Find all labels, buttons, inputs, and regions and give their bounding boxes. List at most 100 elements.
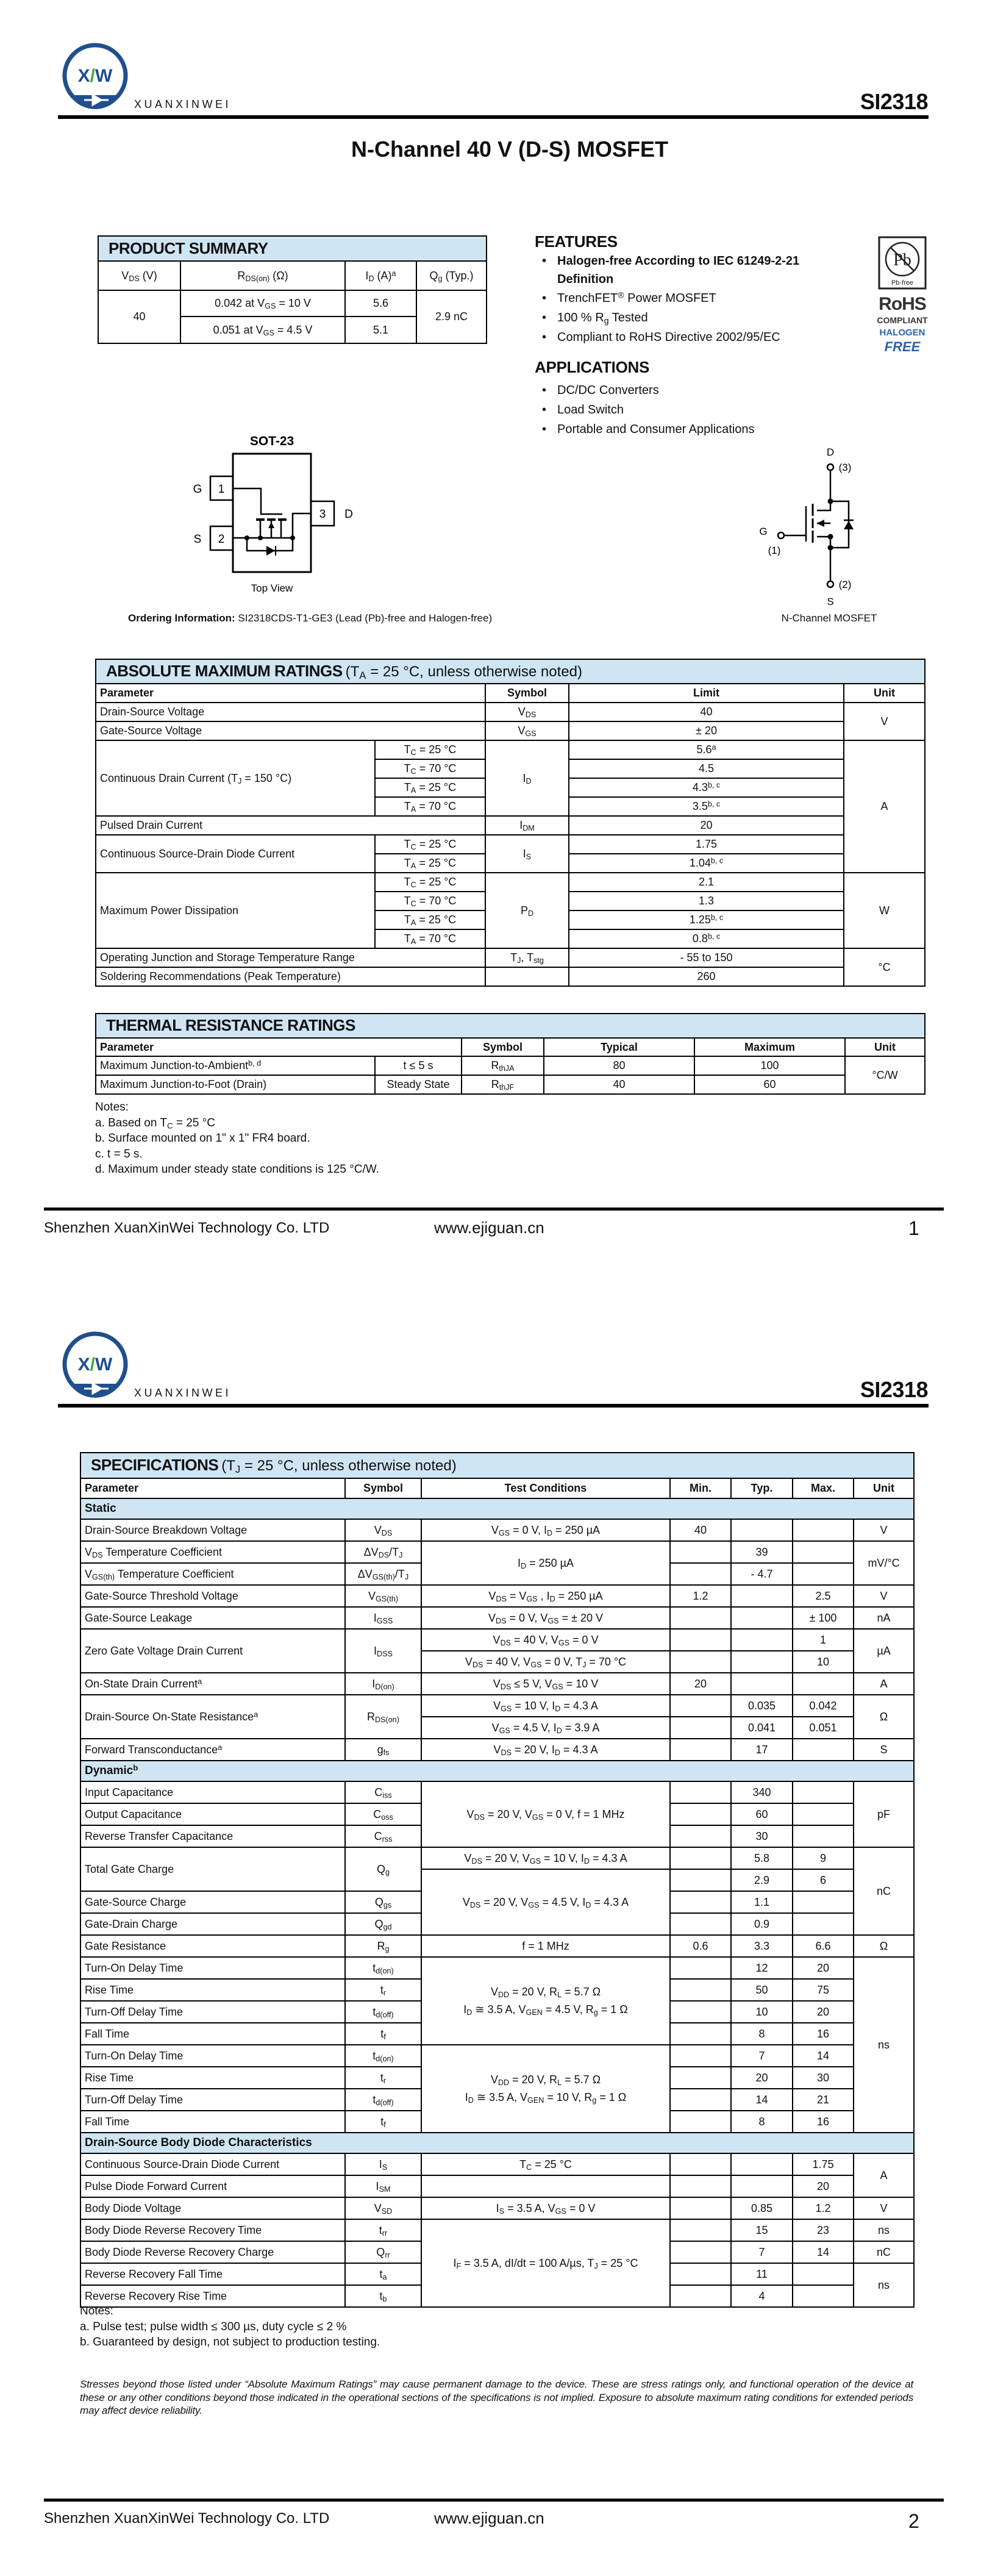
symbol-cell: VSD [344,2197,422,2220]
typ-cell [730,1628,793,1651]
param-cell: Rise Time [80,2066,346,2089]
min-cell: 1.2 [669,1584,732,1608]
note-item: b. Surface mounted on 1" x 1" FR4 board. [95,1132,310,1145]
symbol-cell: tb [344,2284,422,2308]
typ-cell [730,1606,793,1630]
limit-cell: 4.3b, c [568,778,844,798]
symbol-cell: tr [344,1978,422,2002]
limit-cell: - 55 to 150 [568,948,844,968]
typ-cell: 2.9 [730,1869,793,1892]
unit-cell: nC [852,1847,915,1936]
max-cell: 1 [792,1628,854,1651]
application-item: Load Switch [535,400,864,420]
param-cell: Turn-Off Delay Time [80,2000,346,2023]
mosfet-caption: N-Channel MOSFET [781,612,877,624]
cond-cell: VDS = 40 V, VGS = 0 V, TJ = 70 °C [421,1650,671,1673]
symbol-cell [485,967,569,987]
table-row: Gate-Source Charge Qgs 1.1 [80,1891,914,1914]
absolute-maximum-ratings-table: ABSOLUTE MAXIMUM RATINGS (TA = 25 °C, un… [95,659,926,987]
product-summary-title: PRODUCT SUMMARY [109,238,268,257]
table-row: Zero Gate Voltage Drain Current IDSS VDS =… [80,1628,915,1673]
table-row: Gate-Drain Charge Qgd 0.9 [80,1912,914,1936]
param-cell: Gate-Source Leakage [80,1606,346,1630]
max-cell: 21 [792,2088,854,2111]
symbol-cell: RthJA [461,1056,544,1076]
typ-cell: 340 [730,1781,793,1804]
symbol-cell: PD [485,872,569,949]
max-cell: 1.75 [792,2153,854,2176]
param-cell: Output Capacitance [80,1803,346,1826]
table-row: Pulse Diode Forward Current ISM 20 [80,2175,914,2198]
cond-cell: TA = 25 °C [374,910,486,930]
symbol-cell: td(on) [344,2044,422,2067]
symbol-cell: ID(on) [344,1672,422,1695]
min-cell: 0.6 [669,1934,732,1958]
table-row: Gate-Source Leakage IGSS VDS = 0 V, VGS = … [80,1606,915,1630]
header-parameter: Parameter [80,1478,346,1499]
footer-company: Shenzhen XuanXinWei Technology Co. LTD [44,2510,330,2527]
unit-cell: ns [852,2263,915,2308]
min-cell [669,1716,732,1739]
table-row: Gate Resistance Rg f = 1 MHz 0.6 3.3 6.6 Ω [80,1934,915,1958]
typ-cell: 0.85 [730,2197,793,2220]
max-cell: 0.051 [792,1716,854,1739]
table-row: VDS Temperature Coefficient ΔVDS/TJ ID = 2… [80,1540,915,1586]
min-cell [669,2175,732,2198]
table-row: TA = 70 °C 3.5b, c [96,796,925,817]
min-cell [669,1540,732,1564]
symbol-cell: Qgd [344,1912,422,1936]
param-cell: Continuous Source-Drain Diode Current [95,834,376,873]
table-row: VDS = 40 V, VGS = 0 V, TJ = 70 °C 10 [80,1650,914,1673]
typ-cell: 20 [730,2066,793,2089]
table-row: Pulsed Drain Current IDM 20 [95,815,925,835]
pin-drain-label: D [344,508,353,521]
typ-cell: 8 [730,2110,793,2133]
header-typical: Typical [543,1037,695,1057]
header-unit: Unit [852,1478,915,1499]
symbol-cell: ΔVDS/TJ [344,1540,422,1564]
cond-cell: t ≤ 5 s [374,1056,462,1076]
table-row: TA = 25 °C 1.25b, c [96,910,925,930]
table-row: Continuous Source-Drain Diode Current TC … [95,834,925,873]
typ-cell: 12 [730,1956,793,1980]
min-cell [669,1869,732,1892]
cond-cell: VDS ≤ 5 V, VGS = 10 V [421,1672,671,1695]
param-cell: Turn-On Delay Time [80,2044,346,2067]
max-cell: 1.2 [792,2197,854,2220]
unit-cell: µA [852,1628,915,1673]
table-row: Drain-Source On-State Resistancea RDS(on)… [80,1694,915,1739]
min-cell [669,2197,732,2220]
cond-cell: TC = 70 °C [374,759,486,779]
max-cell [792,1891,854,1914]
pb-free-badge: Pb Pb-free [878,236,927,290]
svg-text:X/W: X/W [78,66,113,86]
param-cell: On-State Drain Currenta [80,1672,346,1695]
symbol-cell: Qrr [344,2241,422,2264]
param-cell: Body Diode Reverse Recovery Charge [80,2241,346,2264]
min-cell: 20 [669,1672,732,1695]
symbol-cell: Rg [344,1934,422,1958]
svg-text:X/W: X/W [78,1354,113,1375]
param-cell: Continuous Drain Current (TJ = 150 °C) [95,740,376,817]
limit-cell: 2.1 [568,872,844,892]
param-cell: Input Capacitance [80,1781,346,1804]
param-cell: Continuous Source-Drain Diode Current [80,2153,346,2176]
max-cell: 14 [792,2044,854,2067]
table-row: Turn-Off Delay Time td(off) 10 20 [80,2000,914,2023]
min-cell [669,1694,732,1717]
header-id: ID (A)a [344,260,417,291]
cond-cell: VDS = 20 V, VGS = 0 V, f = 1 MHz [421,1781,671,1848]
abs-max-title-condition: (TA = 25 °C, unless otherwise noted) [345,664,582,682]
note-item: c. t = 5 s. [95,1147,143,1161]
unit-cell: nC [852,2241,915,2264]
note-item: d. Maximum under steady state conditions… [95,1163,379,1176]
min-cell [669,1978,732,2002]
symbol-cell: VDS [485,702,569,722]
page-1: X/W XUANXINWEI SI2318 N-Channel 40 V (D-… [0,0,995,1288]
company-logo: X/W XUANXINWEI [62,43,229,110]
max-cell [792,1803,854,1826]
application-item: Portable and Consumer Applications [535,420,864,439]
header-typ: Typ. [730,1478,793,1499]
typ-cell: 17 [730,1738,793,1761]
